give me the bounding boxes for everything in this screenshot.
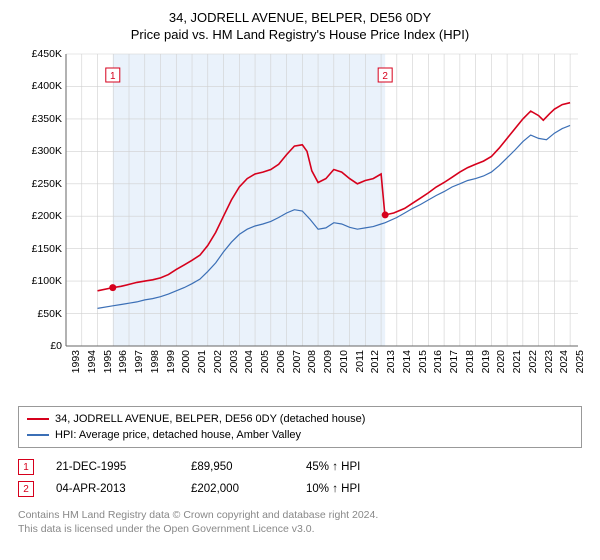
x-axis-tick-label: 2016 xyxy=(432,350,444,373)
x-axis-tick-label: 2003 xyxy=(228,350,240,373)
legend-item: HPI: Average price, detached house, Ambe… xyxy=(27,427,573,443)
x-axis-tick-label: 2004 xyxy=(243,350,255,373)
chart-svg: 12 xyxy=(18,50,582,400)
x-axis-tick-label: 2012 xyxy=(369,350,381,373)
svg-text:2: 2 xyxy=(382,71,388,82)
sale-price: £89,950 xyxy=(191,461,306,473)
sale-hpi-delta: 45% ↑ HPI xyxy=(306,461,360,473)
y-axis-tick-label: £350K xyxy=(32,113,62,125)
x-axis-tick-label: 2005 xyxy=(259,350,271,373)
x-axis-tick-label: 1993 xyxy=(70,350,82,373)
x-axis-tick-label: 2014 xyxy=(401,350,413,373)
sale-marker-number: 1 xyxy=(23,462,29,473)
x-axis-tick-label: 2022 xyxy=(527,350,539,373)
y-axis-tick-label: £400K xyxy=(32,80,62,92)
y-axis-tick-label: £50K xyxy=(37,308,62,320)
x-axis-tick-label: 1994 xyxy=(86,350,98,373)
x-axis-tick-label: 1996 xyxy=(117,350,129,373)
x-axis-tick-label: 2013 xyxy=(385,350,397,373)
x-axis-tick-label: 1999 xyxy=(165,350,177,373)
chart-area: 12 £0£50K£100K£150K£200K£250K£300K£350K£… xyxy=(18,50,582,400)
x-axis-tick-label: 2011 xyxy=(354,350,366,373)
y-axis-tick-label: £250K xyxy=(32,178,62,190)
x-axis-tick-label: 2010 xyxy=(338,350,350,373)
chart-container: 34, JODRELL AVENUE, BELPER, DE56 0DY Pri… xyxy=(0,0,600,546)
svg-text:1: 1 xyxy=(110,71,116,82)
legend-label: HPI: Average price, detached house, Ambe… xyxy=(55,429,301,441)
x-axis-tick-label: 2000 xyxy=(180,350,192,373)
y-axis-tick-label: £200K xyxy=(32,210,62,222)
legend-swatch xyxy=(27,418,49,420)
chart-title: 34, JODRELL AVENUE, BELPER, DE56 0DY xyxy=(18,10,582,25)
x-axis-tick-label: 2001 xyxy=(196,350,208,373)
x-axis-tick-label: 1998 xyxy=(149,350,161,373)
y-axis-tick-label: £150K xyxy=(32,243,62,255)
x-axis-tick-label: 2006 xyxy=(275,350,287,373)
sale-marker-icon: 1 xyxy=(18,459,34,475)
footer-line: Contains HM Land Registry data © Crown c… xyxy=(18,509,378,521)
x-axis-tick-label: 2008 xyxy=(306,350,318,373)
sale-marker-icon: 2 xyxy=(18,481,34,497)
sale-date: 21-DEC-1995 xyxy=(56,461,191,473)
y-axis-tick-label: £450K xyxy=(32,48,62,60)
sale-marker-number: 2 xyxy=(23,484,29,495)
legend: 34, JODRELL AVENUE, BELPER, DE56 0DY (de… xyxy=(18,406,582,448)
x-axis-tick-label: 1997 xyxy=(133,350,145,373)
table-row: 2 04-APR-2013 £202,000 10% ↑ HPI xyxy=(18,478,582,500)
x-axis-tick-label: 2021 xyxy=(511,350,523,373)
table-row: 1 21-DEC-1995 £89,950 45% ↑ HPI xyxy=(18,456,582,478)
y-axis-tick-label: £100K xyxy=(32,275,62,287)
x-axis-tick-label: 2024 xyxy=(558,350,570,373)
x-axis-tick-label: 2009 xyxy=(322,350,334,373)
x-axis-tick-label: 2019 xyxy=(480,350,492,373)
x-axis-tick-label: 2025 xyxy=(574,350,586,373)
x-axis-tick-label: 2020 xyxy=(495,350,507,373)
sale-hpi-delta: 10% ↑ HPI xyxy=(306,483,360,495)
y-axis-tick-label: £300K xyxy=(32,145,62,157)
legend-swatch xyxy=(27,434,49,436)
x-axis-tick-label: 2015 xyxy=(417,350,429,373)
x-axis-tick-label: 2018 xyxy=(464,350,476,373)
x-axis-tick-label: 1995 xyxy=(102,350,114,373)
sale-price: £202,000 xyxy=(191,483,306,495)
sales-table: 1 21-DEC-1995 £89,950 45% ↑ HPI 2 04-APR… xyxy=(18,456,582,500)
x-axis-tick-label: 2023 xyxy=(543,350,555,373)
x-axis-tick-label: 2002 xyxy=(212,350,224,373)
footer-attribution: Contains HM Land Registry data © Crown c… xyxy=(18,508,582,536)
legend-label: 34, JODRELL AVENUE, BELPER, DE56 0DY (de… xyxy=(55,413,365,425)
y-axis-tick-label: £0 xyxy=(50,340,62,352)
x-axis-tick-label: 2017 xyxy=(448,350,460,373)
chart-subtitle: Price paid vs. HM Land Registry's House … xyxy=(18,27,582,42)
x-axis-tick-label: 2007 xyxy=(291,350,303,373)
footer-line: This data is licensed under the Open Gov… xyxy=(18,523,315,535)
legend-item: 34, JODRELL AVENUE, BELPER, DE56 0DY (de… xyxy=(27,411,573,427)
sale-date: 04-APR-2013 xyxy=(56,483,191,495)
